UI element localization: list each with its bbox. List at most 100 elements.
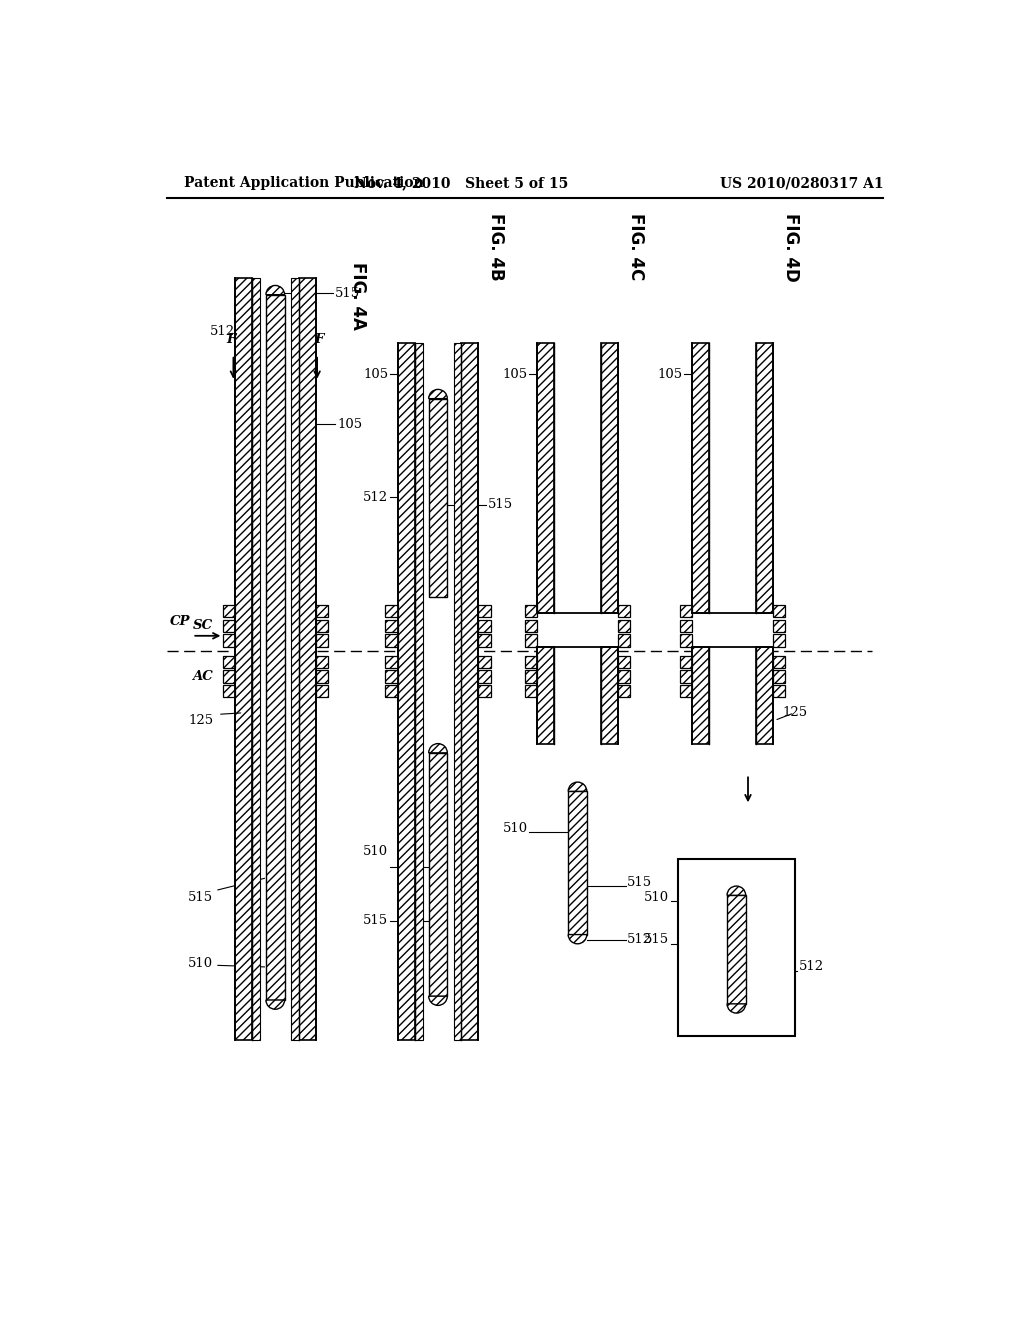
Bar [222, 656, 234, 668]
Text: FIG. 4B: FIG. 4B [487, 213, 505, 281]
Bar [222, 685, 234, 697]
Bar [266, 294, 285, 1001]
Bar [773, 656, 785, 668]
Bar [385, 656, 397, 668]
Text: F: F [226, 333, 236, 346]
Bar [478, 619, 490, 632]
Text: 512: 512 [210, 325, 234, 338]
Text: 510: 510 [503, 822, 528, 834]
Bar [601, 647, 617, 743]
Text: 105: 105 [503, 367, 528, 380]
Bar [617, 685, 630, 697]
Bar [554, 343, 601, 612]
Bar [773, 685, 785, 697]
Bar [524, 605, 538, 618]
Text: F: F [314, 333, 325, 346]
Bar [524, 635, 538, 647]
Bar [773, 619, 785, 632]
Bar [454, 343, 461, 1040]
Text: SC: SC [194, 619, 213, 632]
Bar [315, 635, 328, 647]
Bar [260, 277, 291, 1040]
Bar [727, 895, 745, 1003]
Text: 510: 510 [364, 845, 388, 858]
Bar [429, 399, 447, 598]
Bar [710, 343, 756, 612]
Bar [617, 656, 630, 668]
Text: CP: CP [170, 615, 190, 628]
Bar [385, 619, 397, 632]
Text: Nov. 4, 2010   Sheet 5 of 15: Nov. 4, 2010 Sheet 5 of 15 [354, 176, 568, 190]
Bar [538, 343, 554, 612]
Text: 512: 512 [627, 933, 652, 946]
Text: 510: 510 [644, 891, 669, 904]
Bar [315, 671, 328, 682]
Text: US 2010/0280317 A1: US 2010/0280317 A1 [721, 176, 884, 190]
Text: 515: 515 [487, 499, 513, 511]
Bar [680, 605, 692, 618]
Wedge shape [727, 886, 745, 895]
Bar [315, 656, 328, 668]
Text: 125: 125 [782, 706, 807, 719]
Bar [680, 619, 692, 632]
Text: FIG. 4D: FIG. 4D [781, 213, 800, 281]
Wedge shape [429, 743, 447, 752]
Text: 105: 105 [364, 367, 388, 380]
Wedge shape [266, 285, 285, 294]
Wedge shape [568, 781, 587, 792]
Bar [315, 605, 328, 618]
Bar [692, 647, 710, 743]
Text: 515: 515 [364, 915, 388, 927]
Bar [429, 752, 447, 997]
Bar [680, 656, 692, 668]
Bar [385, 685, 397, 697]
Bar [385, 605, 397, 618]
Bar [315, 619, 328, 632]
Bar [617, 619, 630, 632]
Text: 512: 512 [364, 491, 388, 504]
Wedge shape [429, 997, 447, 1006]
Bar [423, 343, 454, 1040]
Wedge shape [266, 1001, 285, 1010]
Bar [478, 656, 490, 668]
Bar [601, 343, 617, 612]
Text: 515: 515 [644, 933, 669, 946]
Bar [415, 343, 423, 1040]
Text: FIG. 4C: FIG. 4C [627, 214, 645, 281]
Bar [524, 619, 538, 632]
Bar [554, 647, 601, 743]
Bar [773, 671, 785, 682]
Bar [710, 647, 756, 743]
Text: Patent Application Publication: Patent Application Publication [183, 176, 424, 190]
Bar [756, 343, 773, 612]
Bar [617, 671, 630, 682]
Text: 510: 510 [188, 957, 213, 970]
Bar [538, 647, 554, 743]
Bar [680, 671, 692, 682]
Bar [524, 685, 538, 697]
Bar [773, 605, 785, 618]
Text: 105: 105 [337, 417, 362, 430]
Text: FIG. 4A: FIG. 4A [349, 263, 368, 330]
Bar [299, 277, 315, 1040]
Bar [680, 685, 692, 697]
Text: 515: 515 [188, 891, 213, 904]
Bar [461, 343, 478, 1040]
Text: 105: 105 [657, 367, 683, 380]
Bar [756, 647, 773, 743]
Bar [315, 685, 328, 697]
Bar [524, 671, 538, 682]
Wedge shape [568, 935, 587, 944]
Text: 515: 515 [335, 286, 360, 300]
Wedge shape [429, 389, 447, 399]
Bar [291, 277, 299, 1040]
Bar [692, 343, 710, 612]
Bar [678, 859, 795, 1036]
Wedge shape [727, 1003, 745, 1014]
Bar [478, 605, 490, 618]
Bar [385, 671, 397, 682]
Bar [568, 792, 587, 935]
Bar [252, 277, 260, 1040]
Bar [385, 635, 397, 647]
Bar [222, 671, 234, 682]
